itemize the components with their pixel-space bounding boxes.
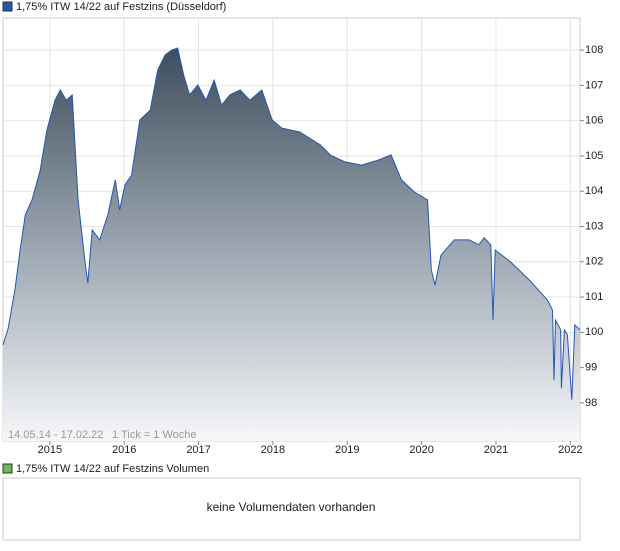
- y-tick-label: 103: [585, 220, 603, 232]
- y-tick-label: 100: [585, 326, 603, 338]
- volume-legend-swatch: [2, 463, 13, 474]
- y-tick-label: 108: [585, 44, 603, 56]
- y-tick-label: 101: [585, 291, 603, 303]
- x-tick-label: 2015: [38, 444, 62, 456]
- y-tick-label: 105: [585, 150, 603, 162]
- volume-frame: [2, 477, 581, 541]
- x-tick-label: 2022: [558, 444, 582, 456]
- x-tick-label: 2021: [484, 444, 508, 456]
- y-tick-label: 106: [585, 115, 603, 127]
- y-tick-label: 98: [585, 397, 597, 409]
- x-tick-label: 2018: [261, 444, 285, 456]
- y-tick-label: 102: [585, 256, 603, 268]
- legend-swatch: [2, 1, 13, 12]
- area: [3, 48, 580, 441]
- volume-legend-label: 1,75% ITW 14/22 auf Festzins Volumen: [16, 463, 209, 475]
- x-tick-label: 2016: [112, 444, 136, 456]
- legend-label: 1,75% ITW 14/22 auf Festzins (Düsseldorf…: [16, 1, 226, 13]
- x-tick-label: 2017: [186, 444, 210, 456]
- y-tick-label: 99: [585, 362, 597, 374]
- x-tick-label: 2019: [335, 444, 359, 456]
- range-note: 14.05.14 - 17.02.22: [8, 429, 103, 441]
- y-tick-label: 107: [585, 79, 603, 91]
- volume-message: keine Volumendaten vorhanden: [207, 500, 376, 514]
- x-tick-label: 2020: [409, 444, 433, 456]
- tick-note: 1 Tick = 1 Woche: [112, 429, 196, 441]
- line: [2, 47, 581, 400]
- y-tick-label: 104: [585, 185, 603, 197]
